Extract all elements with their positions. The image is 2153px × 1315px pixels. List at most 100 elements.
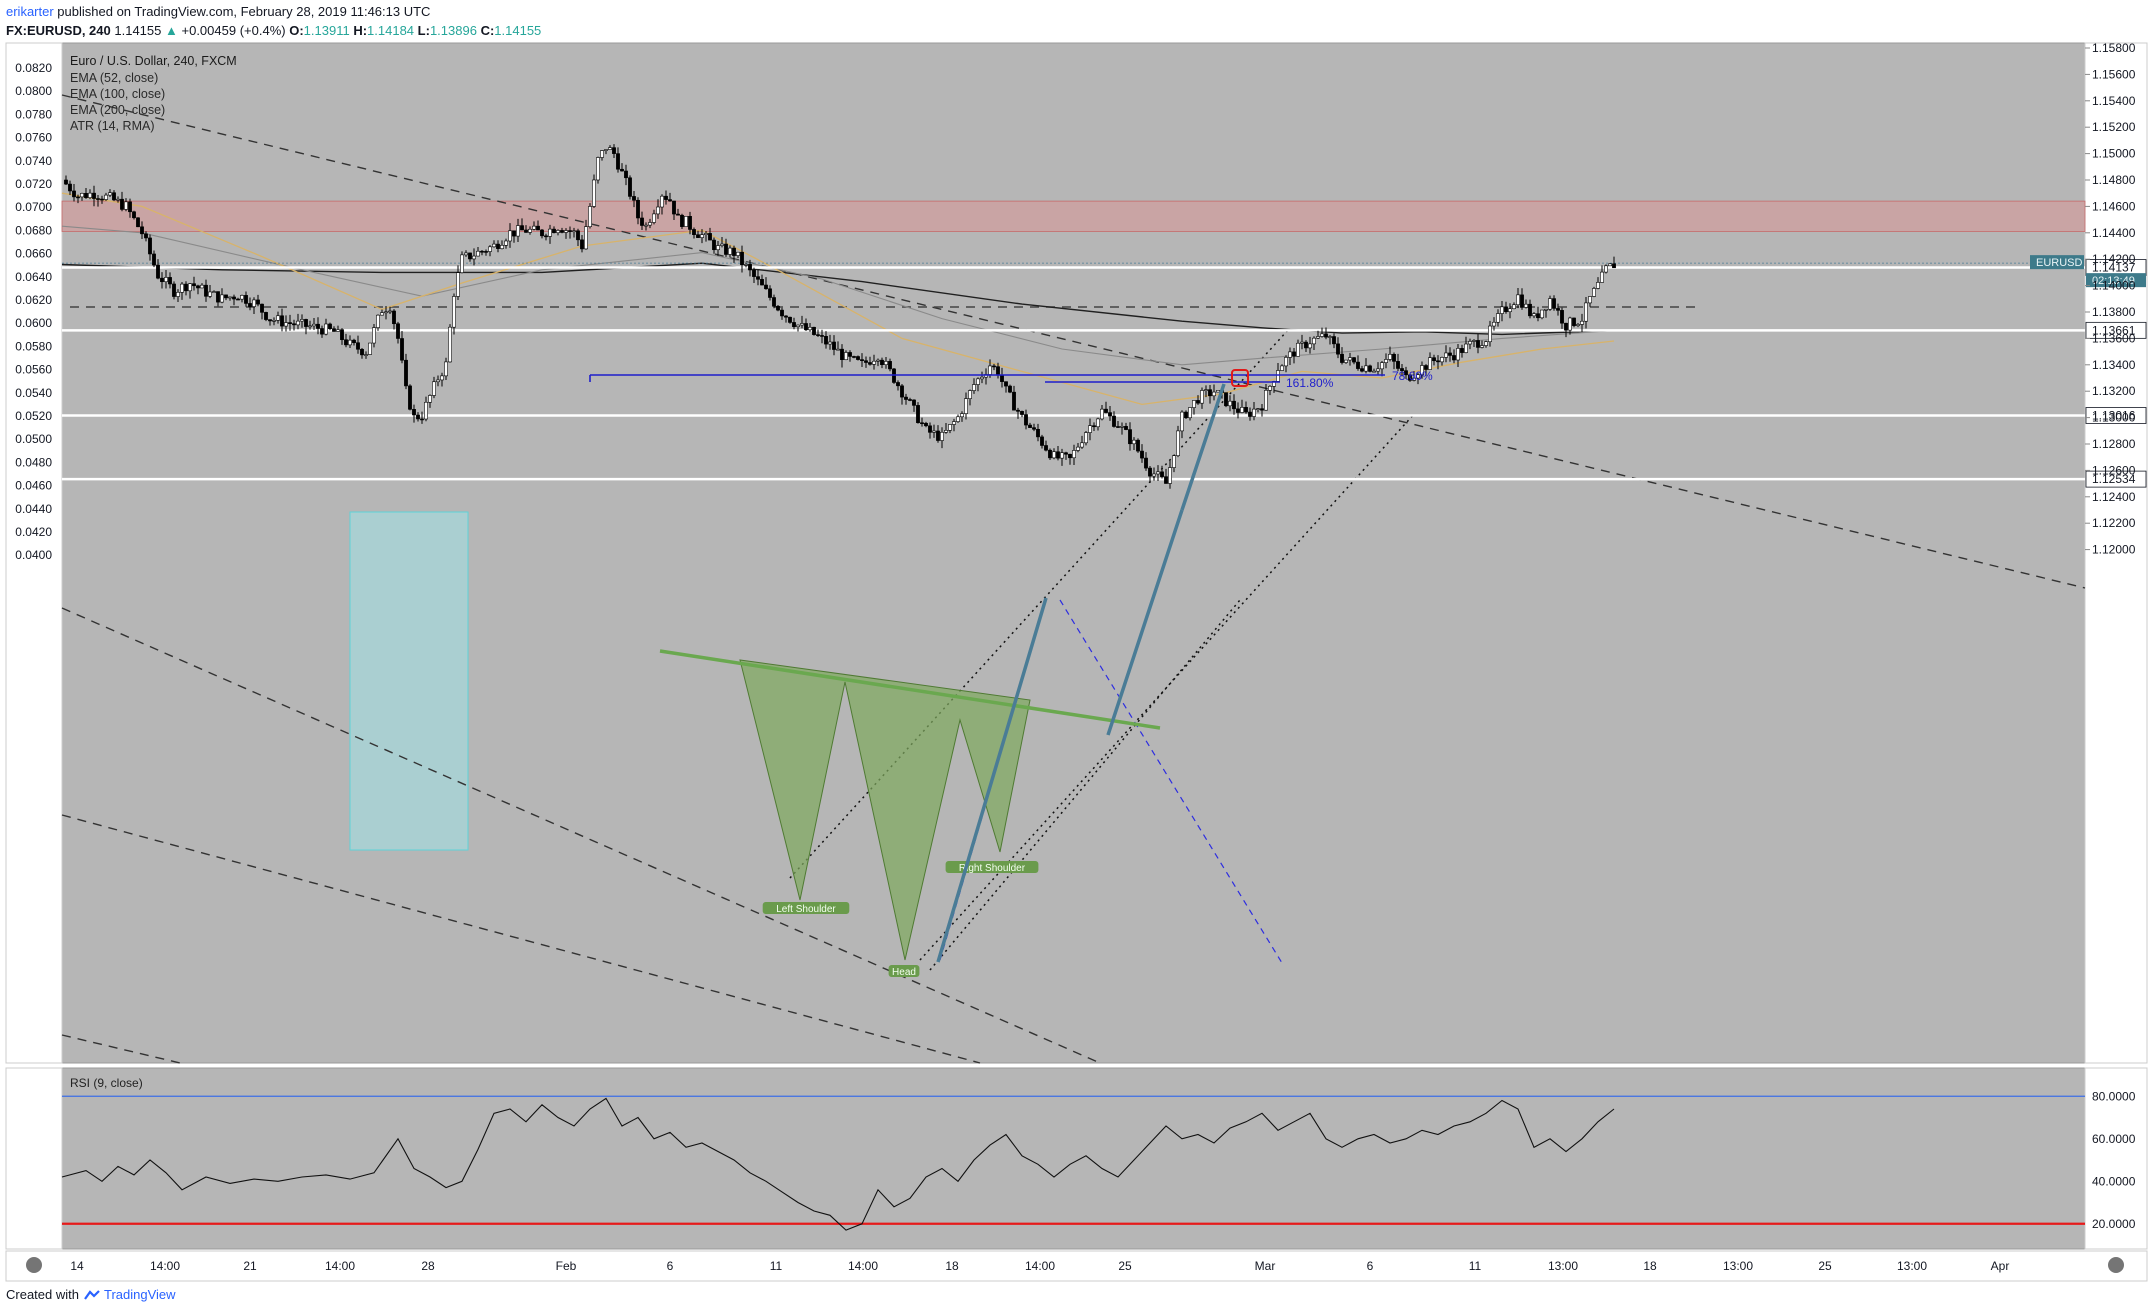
candle-body [1024, 414, 1028, 426]
candle-body [648, 222, 652, 226]
candle-body [804, 323, 808, 331]
candle-body [660, 195, 664, 208]
candle-body [1492, 321, 1496, 327]
candle-body [856, 356, 860, 360]
left-tick-label: 0.0580 [15, 339, 52, 353]
candle-body [236, 298, 240, 301]
candle-body [1060, 452, 1064, 459]
candle-body [172, 283, 176, 297]
candle-body [1116, 426, 1120, 428]
candle-body [444, 361, 448, 377]
candle-body [668, 199, 672, 202]
candle-body [488, 246, 492, 252]
candle-body [1032, 427, 1036, 430]
candle-body [1416, 374, 1420, 379]
candle-body [860, 359, 864, 361]
candle-body [244, 295, 248, 304]
candle-body [688, 216, 692, 230]
candle-body [1036, 428, 1040, 438]
right-tick-label: 1.12400 [2092, 490, 2136, 504]
candle-body [1604, 265, 1608, 273]
candle-body [604, 149, 608, 151]
candle-body [1160, 471, 1164, 477]
candle-body [1348, 357, 1352, 361]
candle-body [384, 311, 388, 314]
candle-body [1360, 368, 1364, 372]
level-label: 1.12534 [2092, 472, 2136, 486]
candle-body [232, 296, 236, 300]
low-label: L: [417, 23, 430, 38]
candle-body [1596, 282, 1600, 289]
candle-body [332, 328, 336, 332]
candles-layer [64, 144, 1616, 489]
candle-body [1236, 408, 1240, 413]
candle-body [712, 239, 716, 251]
rsi-pane[interactable] [61, 1067, 2086, 1250]
candle-body [476, 250, 480, 257]
candle-body [516, 225, 520, 237]
candle-body [740, 251, 744, 266]
candle-body [412, 409, 416, 416]
candle-body [324, 323, 328, 335]
candle-body [500, 244, 504, 249]
author-link[interactable]: erikarter [6, 4, 54, 19]
candle-body [320, 328, 324, 335]
time-tick-label: Feb [556, 1259, 577, 1273]
candle-body [528, 228, 532, 233]
candle-body [504, 240, 508, 246]
candle-body [992, 365, 996, 368]
candle-body [1356, 361, 1360, 369]
candle-body [1388, 353, 1392, 360]
candle-body [112, 192, 116, 201]
candle-body [1340, 353, 1344, 363]
candle-body [484, 251, 488, 253]
time-tick-label: 18 [945, 1259, 959, 1273]
tradingview-logo-icon [84, 1289, 100, 1300]
settings-left-icon[interactable] [26, 1257, 42, 1273]
tradingview-link[interactable]: TradingView [83, 1287, 176, 1302]
candle-body [692, 229, 696, 235]
candle-body [472, 255, 476, 260]
time-tick-label: 14 [70, 1259, 84, 1273]
candle-body [152, 253, 156, 266]
candle-body [912, 399, 916, 406]
candle-body [288, 322, 292, 325]
high-label: H: [353, 23, 368, 38]
change-value: +0.00459 (+0.4%) [181, 23, 286, 38]
candle-body [284, 322, 288, 327]
candle-body [616, 153, 620, 170]
candle-body [1584, 302, 1588, 322]
candle-body [300, 319, 304, 322]
candle-body [1440, 357, 1444, 363]
resistance-zone [61, 200, 2086, 232]
candle-body [1240, 407, 1244, 413]
candle-body [1344, 359, 1348, 363]
candle-body [1172, 455, 1176, 468]
candle-body [840, 348, 844, 361]
settings-right-icon[interactable] [2108, 1257, 2124, 1273]
candle-body [192, 283, 196, 287]
candle-body [748, 264, 752, 271]
right-tick-label: 1.14000 [2092, 279, 2136, 293]
time-tick-label: 28 [421, 1259, 435, 1273]
candle-body [1168, 467, 1172, 484]
open-label: O: [289, 23, 304, 38]
candle-body [424, 401, 428, 420]
candle-body [800, 323, 804, 326]
candle-body [388, 310, 392, 313]
candle-body [1212, 391, 1216, 397]
candle-body [480, 250, 484, 253]
candle-body [556, 230, 560, 234]
candle-body [1576, 324, 1580, 326]
published-text: published on TradingView.com, February 2… [53, 4, 431, 19]
candle-body [408, 385, 412, 410]
rsi-tick-label: 80.0000 [2092, 1089, 2136, 1103]
candle-body [1564, 322, 1568, 331]
candle-body [396, 323, 400, 339]
candle-body [1156, 471, 1160, 475]
ema100-line [61, 225, 1615, 366]
candle-body [608, 147, 612, 150]
candle-body [768, 288, 772, 298]
ema-layer [61, 192, 1615, 406]
